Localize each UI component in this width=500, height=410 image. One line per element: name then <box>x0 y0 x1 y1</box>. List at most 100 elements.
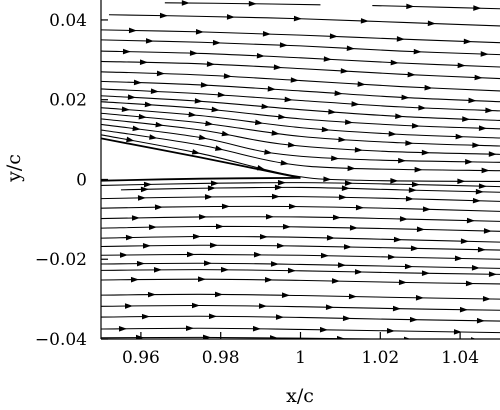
streamline-arrow <box>468 97 477 104</box>
streamline <box>101 50 500 68</box>
streamline-arrow <box>256 52 265 59</box>
streamline <box>101 315 500 322</box>
streamline-arrow <box>284 96 293 103</box>
streamline-arrow <box>457 178 466 185</box>
streamline-arrow <box>126 136 135 143</box>
streamline-arrow <box>422 206 431 212</box>
streamline-arrow <box>253 251 262 258</box>
streamline-arrow <box>264 277 273 283</box>
streamline-arrow <box>465 158 474 165</box>
streamline-arrow <box>331 155 340 162</box>
streamline-arrow <box>337 262 346 268</box>
y-tick-label: 0 <box>76 170 87 190</box>
streamline-arrow <box>488 271 497 278</box>
streamline-arrow <box>331 278 340 284</box>
streamline-arrow <box>472 142 481 149</box>
streamline-arrow <box>287 267 296 274</box>
streamline-arrow <box>466 217 475 224</box>
streamline-arrow <box>220 266 229 273</box>
streamline-arrow <box>148 224 157 231</box>
streamline-arrow <box>287 142 297 148</box>
streamline-arrow <box>198 214 207 220</box>
streamline-arrow <box>342 315 351 322</box>
streamline-arrow <box>408 187 417 193</box>
streamline-arrow <box>147 291 156 298</box>
streamline <box>101 60 500 80</box>
streamline-arrow <box>401 94 410 101</box>
streamline-arrow <box>214 291 223 298</box>
streamline-arrow <box>142 243 151 249</box>
streamline-arrow <box>221 130 230 137</box>
streamline <box>101 253 500 260</box>
streamline-arrow <box>122 48 131 55</box>
x-tick-label: 0.96 <box>122 348 160 368</box>
streamline-arrow <box>421 149 430 156</box>
streamline <box>101 107 500 139</box>
x-axis: 0.96 0.98 1 1.02 1.04 <box>122 332 479 368</box>
streamline <box>101 225 500 232</box>
streamline-arrow <box>474 74 483 81</box>
streamline-arrow <box>398 279 407 286</box>
streamline-arrow <box>267 86 276 92</box>
streamline-arrow <box>252 325 261 332</box>
x-tick-label: 1 <box>295 348 306 368</box>
streamline-arrow <box>206 61 215 67</box>
streamline <box>164 2 321 6</box>
streamline-arrow <box>273 64 282 71</box>
y-tick-label: −0.02 <box>35 250 87 270</box>
streamline-arrow <box>325 304 334 310</box>
streamline-arrow <box>478 183 487 189</box>
streamline-arrow <box>215 223 224 230</box>
streamline-arrow <box>360 18 369 24</box>
streamline-arrow <box>406 3 415 10</box>
streamline-arrow <box>424 84 433 91</box>
streamline <box>101 71 500 92</box>
streamline-arrow <box>281 292 290 299</box>
streamline-arrow <box>482 296 491 302</box>
streamline-arrow <box>483 228 492 234</box>
streamline-arrow <box>323 56 332 62</box>
streamline-arrow <box>344 119 354 125</box>
streamline-arrow <box>463 38 472 45</box>
streamline-arrow <box>395 113 404 119</box>
y-tick-label: −0.04 <box>35 330 87 350</box>
streamline-arrow <box>326 235 335 241</box>
streamline-arrow <box>413 48 422 55</box>
streamline-arrow <box>277 179 286 186</box>
streamline-arrow <box>329 33 338 40</box>
streamline-arrow <box>118 326 127 332</box>
y-axis-label: y/c <box>3 154 25 183</box>
streamline <box>101 262 500 269</box>
streamline <box>108 14 500 27</box>
streamline <box>101 304 500 311</box>
streamline <box>101 278 500 285</box>
streamline-arrow <box>130 276 139 283</box>
streamline-arrow <box>387 254 396 260</box>
streamline-arrow <box>125 234 134 241</box>
x-axis-label: x/c <box>286 385 314 407</box>
streamline-arrow <box>355 204 364 211</box>
y-tick-label: 0.04 <box>49 11 87 31</box>
streamline-arrow <box>262 30 271 37</box>
streamline-arrow <box>405 140 414 146</box>
streamline-arrow <box>141 313 150 320</box>
streamline-arrow <box>459 306 468 313</box>
streamline-arrow <box>212 39 221 46</box>
streamline <box>101 293 500 300</box>
streamline-arrow <box>261 103 270 110</box>
streamline-arrow <box>354 269 363 275</box>
streamline <box>101 80 500 103</box>
streamline <box>101 235 500 243</box>
streamline-arrow <box>181 0 190 6</box>
streamline-arrow <box>404 263 413 270</box>
streamline-arrow <box>159 12 168 19</box>
streamline-arrow <box>271 193 280 200</box>
streamline-arrow <box>185 325 194 332</box>
streamline <box>101 244 500 251</box>
streamline-arrow <box>270 261 279 267</box>
streamline <box>101 134 500 182</box>
streamline-arrow <box>197 276 206 282</box>
streamline-arrow <box>204 194 213 200</box>
streamline-arrow <box>194 98 203 104</box>
